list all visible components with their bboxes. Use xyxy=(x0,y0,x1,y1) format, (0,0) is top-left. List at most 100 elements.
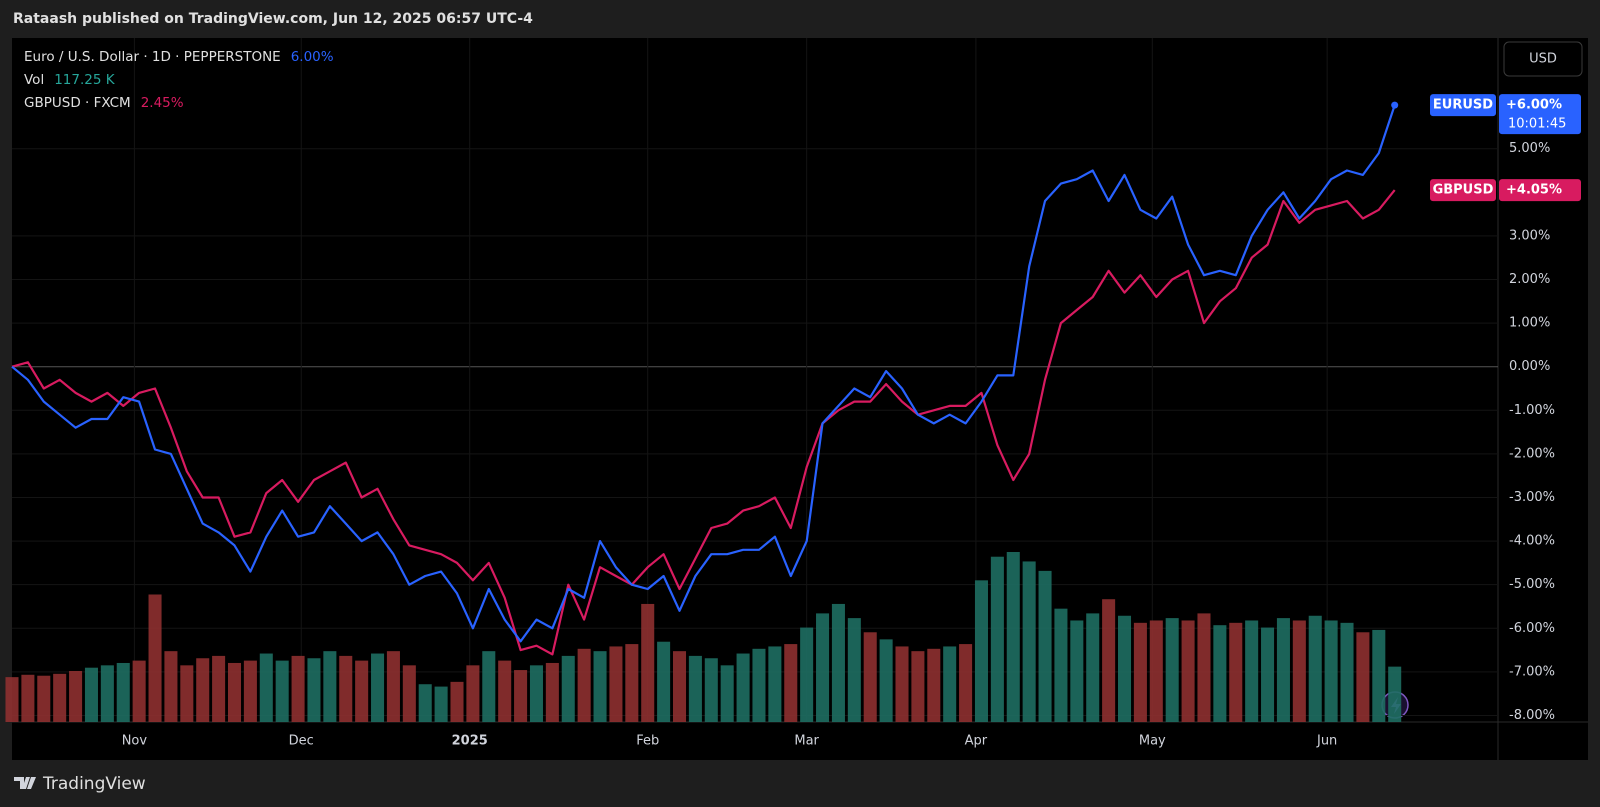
volume-bar xyxy=(21,674,35,722)
y-tick-label: -2.00% xyxy=(1509,446,1555,461)
volume-bar xyxy=(450,681,464,722)
volume-bar xyxy=(1213,625,1227,722)
legend-name: Euro / U.S. Dollar · 1D · PEPPERSTONE xyxy=(24,49,281,65)
volume-bar xyxy=(371,653,385,722)
last-value-badge xyxy=(1499,94,1581,135)
y-tick-label: -8.00% xyxy=(1509,708,1555,723)
volume-bar xyxy=(37,675,51,722)
y-tick-label: -6.00% xyxy=(1509,621,1555,636)
y-tick-label: 1.00% xyxy=(1509,316,1550,331)
x-tick-label: Jun xyxy=(1316,734,1337,749)
volume-bar xyxy=(1372,629,1386,722)
series-name-badge xyxy=(1430,179,1496,202)
currency-button[interactable] xyxy=(1503,41,1583,77)
y-tick-label: -1.00% xyxy=(1509,403,1555,418)
volume-bar xyxy=(641,603,655,722)
y-tick-label: -7.00% xyxy=(1509,664,1555,679)
legend-value: 6.00% xyxy=(291,49,334,65)
volume-bar xyxy=(1340,622,1354,722)
volume-bar xyxy=(1054,608,1068,722)
volume-bar xyxy=(879,639,893,722)
volume-bar xyxy=(259,653,273,722)
volume-bar xyxy=(69,671,83,722)
volume-bar xyxy=(768,646,782,722)
volume-bar xyxy=(959,644,973,722)
volume-bar xyxy=(943,646,957,722)
volume-bar xyxy=(1229,622,1243,722)
y-tick-label: 0.00% xyxy=(1509,359,1550,374)
volume-bar xyxy=(5,677,19,722)
volume-bar xyxy=(434,686,448,722)
volume-bar xyxy=(1022,561,1036,722)
volume-bar xyxy=(53,673,67,722)
volume-bar xyxy=(911,651,925,722)
volume-bar xyxy=(1388,666,1402,722)
legend-entry: Euro / U.S. Dollar · 1D · PEPPERSTONE 6.0… xyxy=(24,49,334,65)
y-tick-label: 3.00% xyxy=(1509,228,1550,243)
volume-bar xyxy=(1117,615,1132,722)
volume-bar xyxy=(831,603,845,722)
x-tick-label: May xyxy=(1139,734,1166,749)
last-value-badge xyxy=(1499,179,1581,202)
volume-bar xyxy=(1070,620,1084,722)
legend-name: Vol xyxy=(24,72,44,88)
price-line xyxy=(11,189,1396,656)
volume-bar xyxy=(116,662,130,722)
volume-bar xyxy=(752,648,766,722)
volume-bar xyxy=(1149,620,1163,722)
volume-bar xyxy=(927,648,941,722)
last-value-label: +6.00% xyxy=(1506,98,1562,113)
volume-bar xyxy=(863,632,877,722)
legend-value: 2.45% xyxy=(141,95,184,111)
volume-bar xyxy=(418,684,432,722)
y-tick-label: -5.00% xyxy=(1509,577,1555,592)
volume-bar xyxy=(720,665,734,722)
volume-bar xyxy=(974,580,988,722)
currency-label[interactable]: USD xyxy=(1529,52,1557,67)
volume-bar xyxy=(688,655,702,722)
series-name-label: GBPUSD xyxy=(1433,183,1494,198)
legend-value: 117.25 K xyxy=(54,72,116,88)
volume-bar xyxy=(529,665,543,722)
series-name-label: EURUSD xyxy=(1433,98,1493,113)
volume-bar xyxy=(800,627,814,722)
x-tick-label: Apr xyxy=(965,734,988,749)
series-name-badge xyxy=(1430,94,1496,117)
volume-bar xyxy=(148,594,162,722)
volume-bar xyxy=(498,660,512,722)
volume-bar xyxy=(196,658,210,722)
volume-bar xyxy=(1102,599,1116,722)
x-tick-label: 2025 xyxy=(452,734,488,749)
volume-bar xyxy=(307,658,321,722)
volume-bar xyxy=(355,660,369,722)
volume-bar xyxy=(561,655,575,722)
volume-bar xyxy=(990,556,1004,722)
price-line xyxy=(11,104,1396,643)
volume-bar xyxy=(1133,622,1147,722)
legend-name: GBPUSD · FXCM xyxy=(24,95,131,111)
volume-bar xyxy=(100,665,114,722)
volume-bar xyxy=(291,655,305,722)
volume-bar xyxy=(1086,613,1100,722)
volume-bar xyxy=(466,665,480,722)
volume-bar xyxy=(657,641,671,722)
last-point xyxy=(1391,101,1399,109)
volume-bar xyxy=(164,651,178,722)
volume-bar xyxy=(227,662,242,722)
volume-bar xyxy=(402,665,416,722)
volume-bar xyxy=(593,651,607,722)
legend-entry: GBPUSD · FXCM 2.45% xyxy=(24,95,184,111)
logo-mark xyxy=(14,777,36,789)
tradingview-logo: TradingView xyxy=(14,774,146,794)
volume-bar xyxy=(784,644,798,722)
volume-bar xyxy=(323,651,337,722)
y-tick-label: 5.00% xyxy=(1509,141,1550,156)
volume-bar xyxy=(1356,632,1370,722)
volume-bar xyxy=(609,646,623,722)
volume-bar xyxy=(816,613,830,722)
x-tick-label: Dec xyxy=(289,734,314,749)
volume-bar xyxy=(1261,627,1275,722)
volume-bar xyxy=(243,660,257,722)
